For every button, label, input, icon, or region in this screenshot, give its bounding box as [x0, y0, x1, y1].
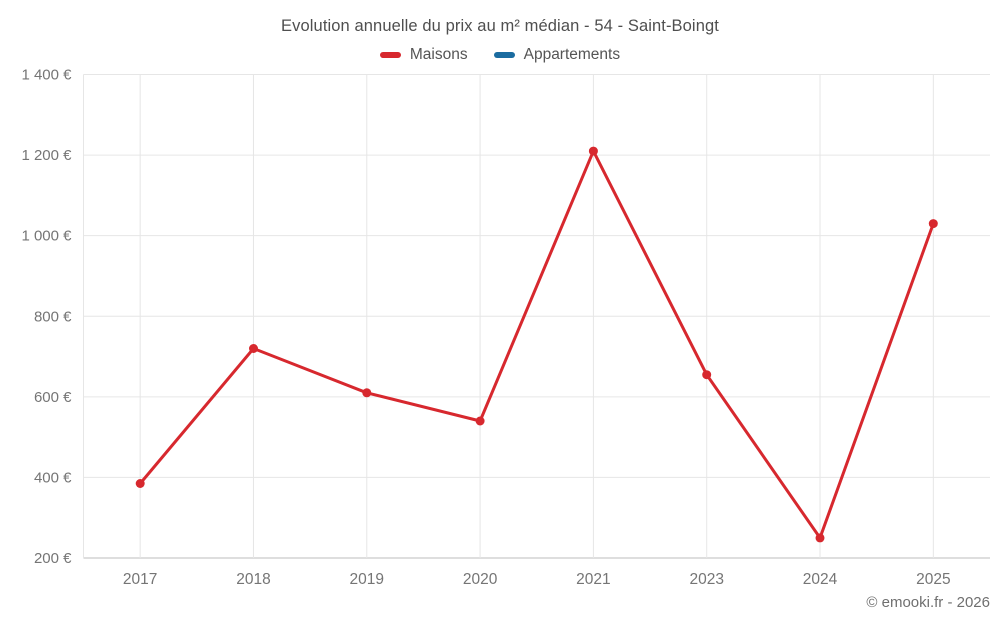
- attribution-text: © emooki.fr - 2026: [866, 594, 990, 611]
- legend-label-maisons: Maisons: [409, 46, 468, 63]
- chart-title: Evolution annuelle du prix au m² médian …: [281, 17, 719, 35]
- data-point-maisons-2024[interactable]: [815, 533, 825, 543]
- data-point-maisons-2019[interactable]: [362, 388, 372, 398]
- y-tick-label: 400 €: [34, 469, 72, 486]
- y-tick-label: 1 400 €: [21, 67, 72, 84]
- legend-item-appartements[interactable]: Appartements: [493, 46, 621, 64]
- legend-label-appartements: Appartements: [523, 46, 621, 63]
- x-tick-label: 2023: [689, 571, 723, 588]
- x-tick-label: 2025: [916, 571, 950, 588]
- legend-swatch-maisons-icon: [379, 52, 401, 58]
- x-tick-label: 2020: [463, 571, 498, 588]
- data-point-maisons-2020[interactable]: [475, 416, 485, 426]
- data-point-maisons-2023[interactable]: [702, 370, 712, 380]
- data-point-maisons-2025[interactable]: [928, 219, 938, 229]
- x-tick-label: 2019: [350, 571, 384, 588]
- series-line-maisons: [138, 149, 935, 540]
- x-tick-label: 2017: [123, 571, 157, 588]
- legend-item-maisons[interactable]: Maisons: [379, 46, 468, 64]
- data-point-maisons-2018[interactable]: [249, 344, 258, 353]
- data-point-maisons-2017[interactable]: [135, 479, 145, 488]
- y-tick-label: 1 000 €: [21, 228, 72, 245]
- x-tick-label: 2021: [576, 571, 610, 588]
- y-tick-label: 600 €: [34, 389, 72, 406]
- legend-swatch-appartements-icon: [493, 52, 515, 58]
- y-tick-label: 200 €: [34, 550, 72, 567]
- chart-legend: Maisons Appartements: [0, 46, 1000, 64]
- x-tick-label: 2024: [803, 571, 838, 588]
- y-tick-label: 800 €: [34, 308, 72, 325]
- data-point-maisons-2021[interactable]: [588, 146, 598, 156]
- x-tick-label: 2018: [236, 571, 270, 588]
- y-tick-label: 1 200 €: [21, 147, 72, 164]
